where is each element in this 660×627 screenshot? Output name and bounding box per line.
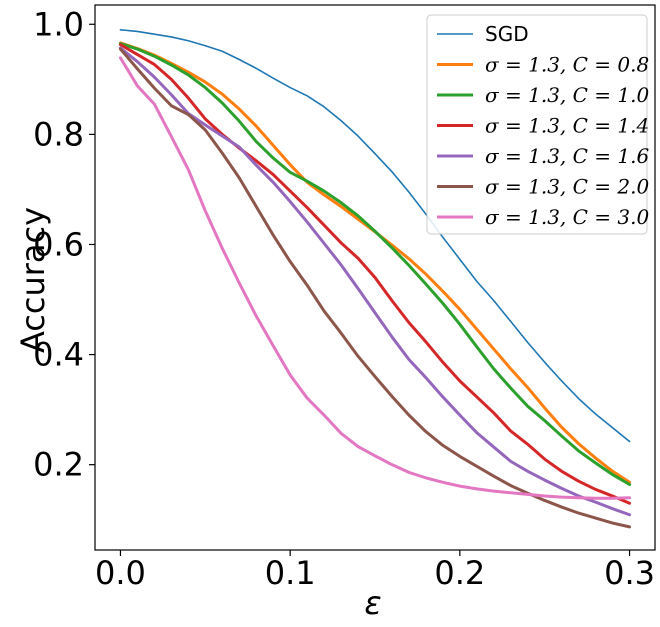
y-axis-ticks: 0.2 0.4 0.6 0.8 1.0 xyxy=(33,5,95,484)
x-axis-label: ε xyxy=(364,584,381,622)
x-tick-label: 0.0 xyxy=(95,554,146,592)
legend-label: σ = 1.3, C = 2.0 xyxy=(485,175,650,199)
series-line-1-3-c-2-0 xyxy=(118,47,632,529)
y-axis-label: Accuracy xyxy=(14,207,52,353)
series-line-1-3-c-1-4 xyxy=(118,43,632,505)
legend-label: σ = 1.3, C = 1.4 xyxy=(485,114,649,138)
legend-label: σ = 1.3, C = 1.0 xyxy=(485,83,650,107)
x-axis-ticks: 0.0 0.1 0.2 0.3 xyxy=(95,550,655,592)
y-tick-label: 0.6 xyxy=(33,225,84,263)
x-tick-label: 0.2 xyxy=(434,554,485,592)
y-tick-label: 0.2 xyxy=(33,446,84,484)
y-tick-label: 0.8 xyxy=(33,115,84,153)
series-line-1-3-c-3-0 xyxy=(118,56,632,500)
y-tick-label: 0.4 xyxy=(33,336,84,374)
legend: SGD σ = 1.3, C = 0.8 σ = 1.3, C = 1.0 σ = 1… xyxy=(426,14,650,235)
plot-frame xyxy=(94,4,656,551)
legend-label: σ = 1.3, C = 1.6 xyxy=(485,144,650,168)
plot-area: 0.0 0.1 0.2 0.3 0.2 0.4 0.6 0.8 1.0 xyxy=(33,4,656,592)
x-tick-label: 0.3 xyxy=(604,554,655,592)
legend-frame xyxy=(426,14,648,235)
legend-label: σ = 1.3, C = 0.8 xyxy=(485,53,649,77)
legend-label: σ = 1.3, C = 3.0 xyxy=(485,205,650,229)
series-line-sgd xyxy=(119,28,631,443)
series-line-1-3-c-1-0 xyxy=(118,42,632,486)
series-line-1-3-c-1-6 xyxy=(118,46,632,517)
legend-label: SGD xyxy=(485,22,529,46)
y-tick-label: 1.0 xyxy=(33,5,84,43)
series-layer xyxy=(118,28,632,529)
x-tick-label: 0.1 xyxy=(265,554,316,592)
